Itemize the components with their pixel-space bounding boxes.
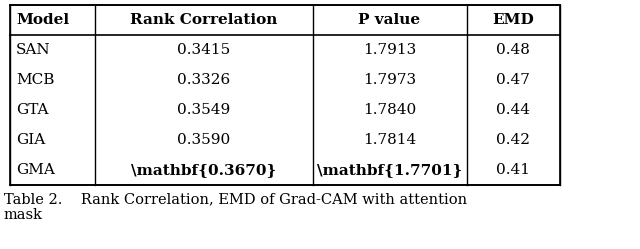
Text: GIA: GIA xyxy=(16,133,45,147)
Text: GMA: GMA xyxy=(16,163,55,177)
Text: \mathbf{1.7701}: \mathbf{1.7701} xyxy=(317,163,462,177)
Text: 0.3415: 0.3415 xyxy=(177,43,230,57)
Text: 0.3590: 0.3590 xyxy=(177,133,230,147)
Text: Table 2.    Rank Correlation, EMD of Grad-CAM with attention
mask: Table 2. Rank Correlation, EMD of Grad-C… xyxy=(4,192,467,222)
Text: 1.7973: 1.7973 xyxy=(363,73,416,87)
Text: 0.41: 0.41 xyxy=(496,163,531,177)
Text: 1.7814: 1.7814 xyxy=(363,133,416,147)
Text: EMD: EMD xyxy=(492,13,534,27)
Bar xyxy=(10,5,560,185)
Text: P value: P value xyxy=(358,13,420,27)
Text: 1.7913: 1.7913 xyxy=(363,43,416,57)
Text: 0.3326: 0.3326 xyxy=(177,73,230,87)
Text: SAN: SAN xyxy=(16,43,51,57)
Text: 0.47: 0.47 xyxy=(496,73,530,87)
Text: 0.3549: 0.3549 xyxy=(177,103,230,117)
Text: \mathbf{0.3670}: \mathbf{0.3670} xyxy=(131,163,276,177)
Text: 1.7840: 1.7840 xyxy=(363,103,416,117)
Text: GTA: GTA xyxy=(16,103,49,117)
Text: Model: Model xyxy=(16,13,69,27)
Text: 0.44: 0.44 xyxy=(496,103,531,117)
Text: 0.48: 0.48 xyxy=(496,43,530,57)
Text: 0.42: 0.42 xyxy=(496,133,531,147)
Text: Rank Correlation: Rank Correlation xyxy=(130,13,278,27)
Text: MCB: MCB xyxy=(16,73,54,87)
